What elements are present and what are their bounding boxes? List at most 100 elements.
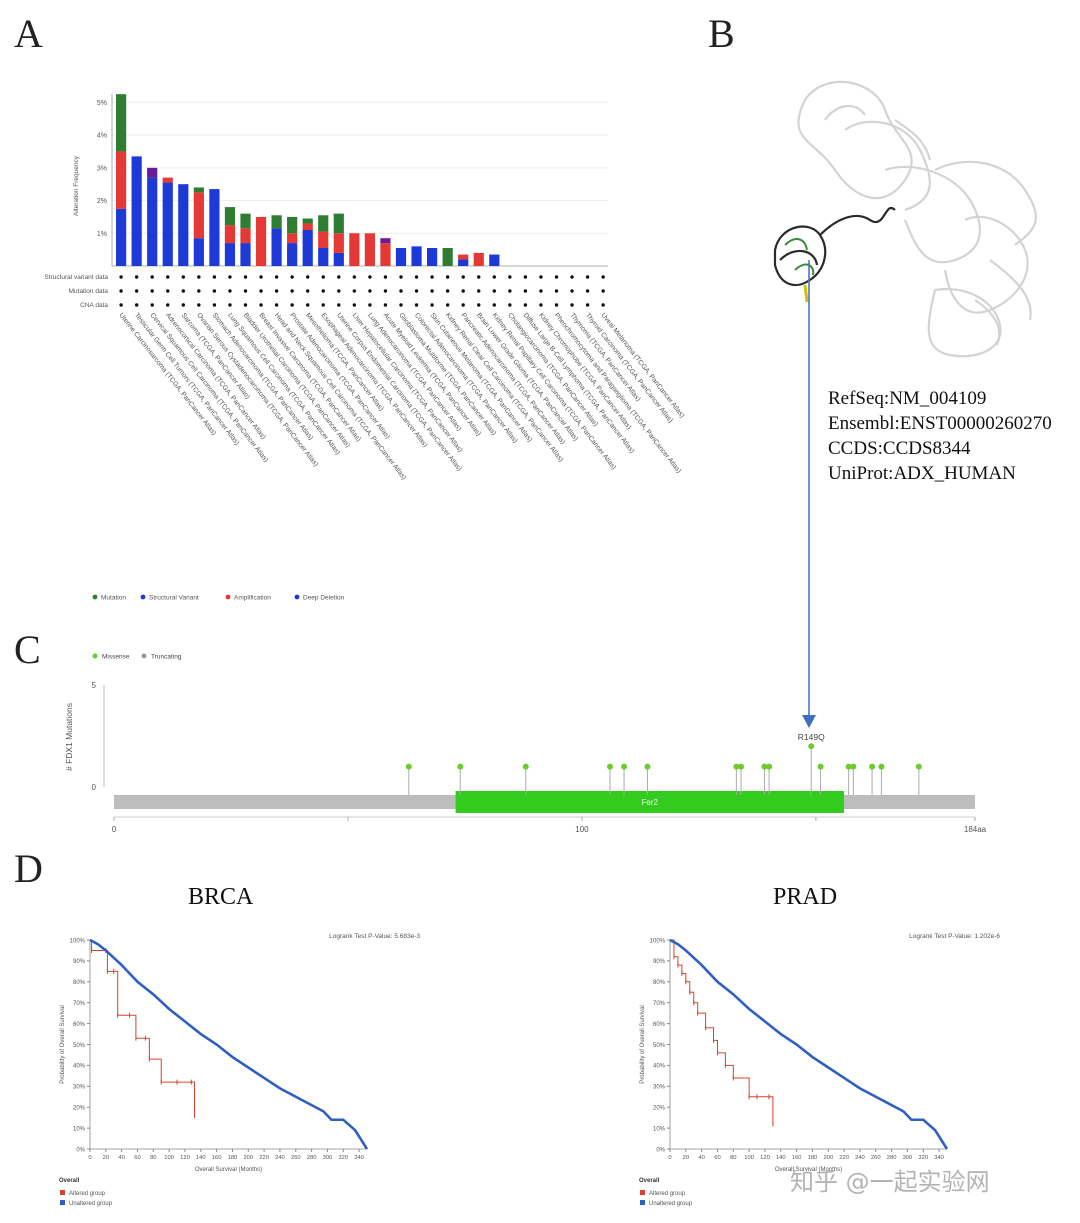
legend-label: Mutation bbox=[101, 595, 126, 602]
data-availability-dot bbox=[181, 275, 185, 279]
data-availability-dot bbox=[306, 289, 310, 293]
data-availability-dot bbox=[508, 275, 512, 279]
data-availability-dot bbox=[492, 289, 496, 293]
data-availability-dot bbox=[337, 289, 341, 293]
data-availability-dot bbox=[523, 275, 528, 279]
y-tick-label: 20% bbox=[73, 1106, 86, 1112]
y-tick-label: 2% bbox=[97, 198, 107, 205]
row-label: Structural variant data bbox=[44, 274, 108, 281]
data-availability-dot bbox=[461, 303, 465, 307]
bar-segment bbox=[193, 238, 204, 266]
x-tick-label: 60 bbox=[714, 1155, 720, 1161]
x-tick-label: 100 bbox=[164, 1155, 174, 1161]
data-availability-dot bbox=[383, 303, 388, 307]
data-availability-dot bbox=[337, 275, 341, 279]
x-tick-label: 140 bbox=[196, 1155, 206, 1161]
bar-segment bbox=[224, 243, 236, 266]
data-availability-dot bbox=[430, 289, 434, 293]
ccds-id: CCDS:CCDS8344 bbox=[828, 438, 971, 459]
x-axis-label: Overall Survival (Months) bbox=[775, 1167, 842, 1173]
bar-segment bbox=[318, 215, 329, 232]
bar-segment bbox=[458, 254, 469, 260]
data-availability-dot bbox=[585, 303, 590, 307]
legend-title: Overall bbox=[59, 1178, 80, 1184]
data-availability-dot bbox=[197, 303, 201, 307]
x-tick-label: 320 bbox=[338, 1155, 348, 1161]
panel-label-b: B bbox=[708, 11, 735, 56]
x-tick-label: 220 bbox=[839, 1155, 849, 1161]
data-availability-dot bbox=[554, 289, 559, 293]
y-tick-label: 70% bbox=[73, 1001, 86, 1007]
x-tick-label: 60 bbox=[134, 1155, 140, 1161]
data-availability-dot bbox=[601, 275, 605, 279]
data-availability-dot bbox=[554, 275, 559, 279]
lollipop-head bbox=[621, 763, 628, 770]
row-label: Mutation data bbox=[69, 288, 109, 295]
bar-segment bbox=[193, 187, 204, 193]
data-availability-dot bbox=[461, 275, 465, 279]
data-availability-dot bbox=[585, 289, 590, 293]
mutation-lollipop-plot: Missense Truncating 5 0 # FDX1 Mutations Fer2… bbox=[64, 653, 987, 834]
data-availability-dot bbox=[166, 275, 170, 279]
y-tick-label: 5 bbox=[92, 681, 97, 690]
legend-marker bbox=[60, 1200, 65, 1205]
data-availability-dot bbox=[445, 303, 450, 307]
y-tick-label: 3% bbox=[97, 165, 107, 172]
y-tick-label: 60% bbox=[653, 1022, 666, 1028]
bar-segment bbox=[162, 177, 173, 183]
x-tick-label: 160 bbox=[212, 1155, 222, 1161]
x-tick-label: 220 bbox=[259, 1155, 269, 1161]
x-tick-label: 260 bbox=[291, 1155, 301, 1161]
data-availability-dot bbox=[197, 275, 201, 279]
data-availability-dot bbox=[290, 289, 294, 293]
x-tick-label: 100 bbox=[744, 1155, 754, 1161]
bar-segment bbox=[302, 230, 313, 266]
data-availability-dot bbox=[383, 289, 388, 293]
data-availability-dot bbox=[477, 275, 481, 279]
data-availability-dot bbox=[399, 303, 403, 307]
lollipop-head bbox=[808, 743, 815, 750]
y-axis-label: Probability of Overall Survival bbox=[60, 1005, 66, 1083]
y-tick-label: 30% bbox=[653, 1085, 666, 1091]
y-tick-label: 40% bbox=[653, 1064, 666, 1070]
km-plot-brca: Logrank Test P-Value: 5.683e-3 0% 10% 20% 30… bbox=[59, 933, 420, 1207]
x-tick-label: 340 bbox=[934, 1155, 944, 1161]
y-tick-label: 0% bbox=[76, 1147, 85, 1153]
data-availability-dot bbox=[414, 275, 419, 279]
data-availability-dot bbox=[445, 275, 450, 279]
protein-structure-image bbox=[773, 80, 1037, 358]
legend-marker bbox=[60, 1190, 65, 1195]
km-title-prad: PRAD bbox=[773, 884, 838, 910]
data-availability-dot bbox=[181, 289, 185, 293]
data-availability-dot bbox=[570, 303, 574, 307]
legend-label: Unaltered group bbox=[69, 1201, 113, 1207]
bar-segment bbox=[240, 228, 251, 244]
data-availability-dot bbox=[585, 275, 590, 279]
data-availability-dot bbox=[181, 303, 185, 307]
bar-segment bbox=[271, 215, 282, 229]
data-availability-dot bbox=[554, 303, 559, 307]
panel-label-c: C bbox=[14, 627, 41, 672]
bar-segment bbox=[116, 151, 127, 209]
x-tick-label: 0 bbox=[668, 1155, 671, 1161]
x-tick-label: 40 bbox=[118, 1155, 124, 1161]
pvalue-label: Logrank Test P-Value: 1.202e-6 bbox=[909, 933, 1000, 940]
bar-segment bbox=[240, 213, 251, 229]
bar-segment bbox=[349, 233, 360, 266]
data-availability-dot bbox=[290, 303, 294, 307]
data-availability-dot bbox=[150, 275, 154, 279]
data-availability-dot bbox=[539, 303, 543, 307]
row-label: CNA data bbox=[80, 302, 108, 309]
data-availability-dot bbox=[492, 303, 496, 307]
x-tick-label: 120 bbox=[760, 1155, 770, 1161]
y-tick-label: 0% bbox=[656, 1147, 665, 1153]
bar-segment bbox=[287, 243, 298, 266]
data-availability-dot bbox=[352, 275, 357, 279]
survival-curve bbox=[670, 939, 774, 1124]
x-tick-label: 280 bbox=[887, 1155, 897, 1161]
legend-marker bbox=[225, 594, 231, 600]
legend-label: Deep Deletion bbox=[303, 595, 345, 602]
x-axis-label: Overall Survival (Months) bbox=[195, 1167, 262, 1173]
data-availability-dot bbox=[601, 289, 605, 293]
y-axis-label: Probability of Overall Survival bbox=[640, 1005, 646, 1083]
